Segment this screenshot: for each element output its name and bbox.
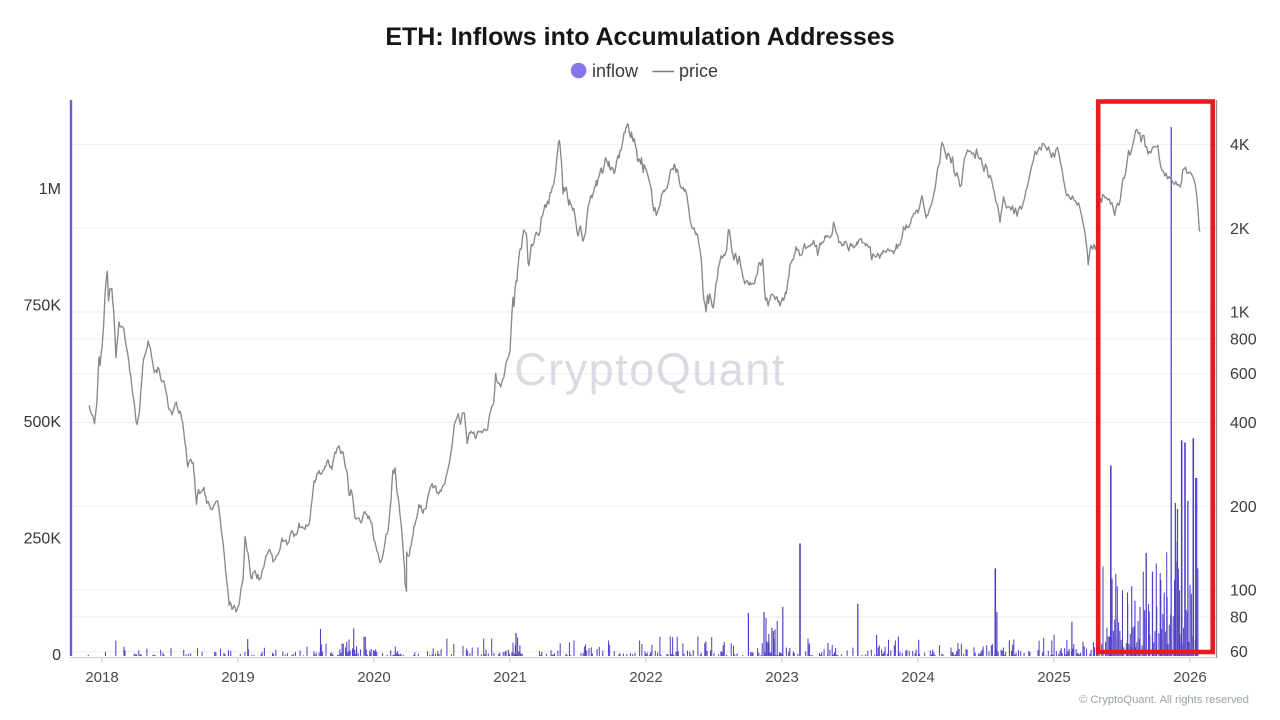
svg-text:600: 600 — [1230, 366, 1257, 383]
svg-text:1K: 1K — [1230, 305, 1250, 322]
svg-text:100: 100 — [1230, 583, 1257, 600]
svg-text:ETH: Inflows into Accumulation: ETH: Inflows into Accumulation Addresses — [385, 23, 894, 51]
svg-text:price: price — [679, 61, 718, 81]
svg-text:2025: 2025 — [1037, 669, 1070, 686]
svg-text:750K: 750K — [24, 298, 62, 315]
svg-text:2023: 2023 — [765, 669, 798, 686]
svg-text:2019: 2019 — [221, 669, 254, 686]
svg-text:2021: 2021 — [493, 669, 526, 686]
svg-text:200: 200 — [1230, 499, 1257, 516]
svg-text:60: 60 — [1230, 644, 1248, 661]
svg-text:inflow: inflow — [592, 61, 639, 81]
svg-text:80: 80 — [1230, 609, 1248, 626]
svg-text:400: 400 — [1230, 415, 1257, 432]
svg-text:2026: 2026 — [1173, 669, 1206, 686]
svg-text:4K: 4K — [1230, 137, 1250, 154]
svg-text:© CryptoQuant. All rights rese: © CryptoQuant. All rights reserved — [1079, 694, 1249, 706]
svg-text:2022: 2022 — [629, 669, 662, 686]
svg-text:1M: 1M — [39, 181, 61, 198]
svg-text:250K: 250K — [24, 531, 62, 548]
svg-text:2024: 2024 — [901, 669, 934, 686]
svg-text:2K: 2K — [1230, 221, 1250, 238]
svg-text:CryptoQuant: CryptoQuant — [514, 344, 786, 395]
svg-text:500K: 500K — [24, 414, 62, 431]
svg-text:2020: 2020 — [357, 669, 390, 686]
svg-text:2018: 2018 — [85, 669, 118, 686]
svg-text:800: 800 — [1230, 331, 1257, 348]
svg-text:0: 0 — [52, 647, 61, 664]
